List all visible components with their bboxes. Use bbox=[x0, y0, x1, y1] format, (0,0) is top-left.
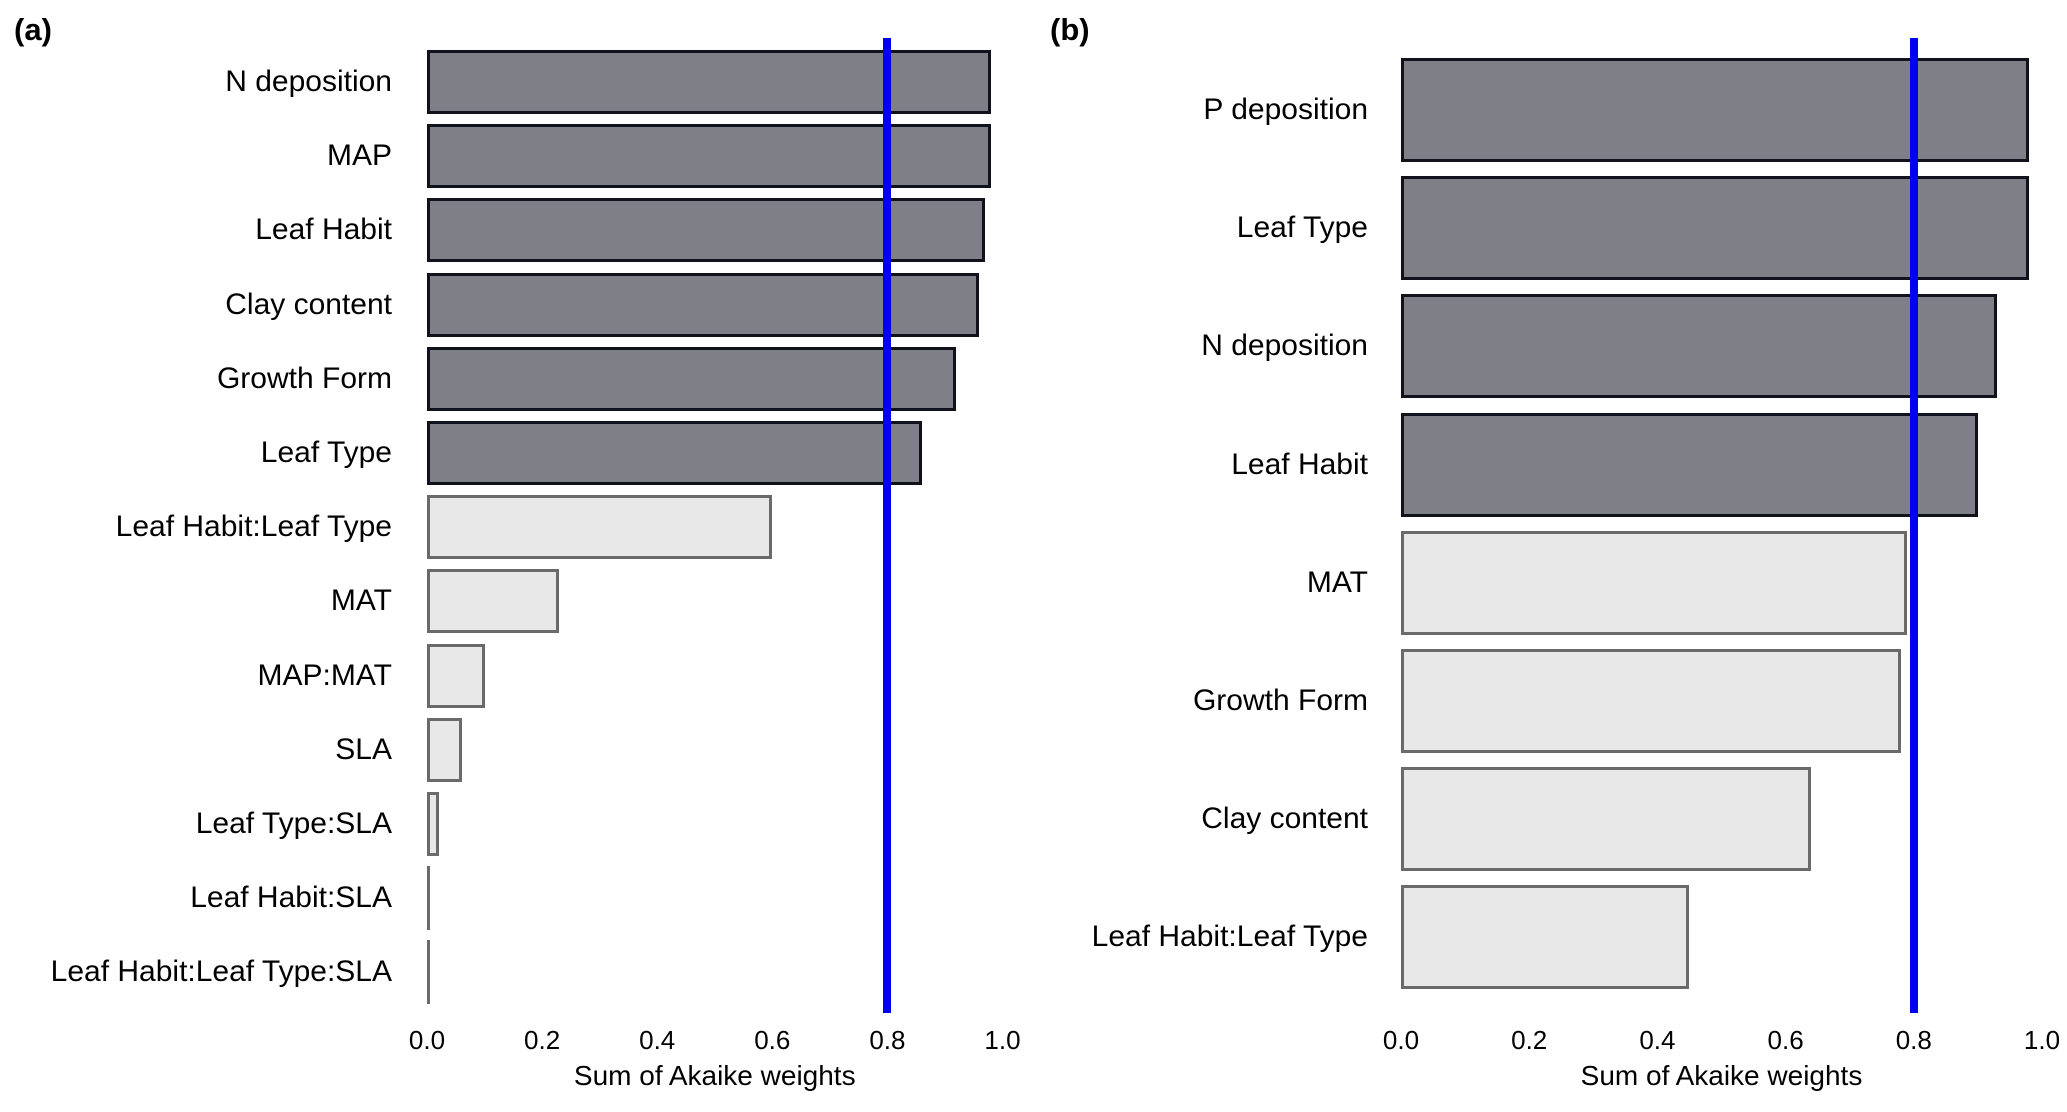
bar-a-5 bbox=[427, 346, 957, 411]
x-axis-title-b: Sum of Akaike weights bbox=[1580, 1060, 1863, 1091]
x-tick-b-1.0: 1.0 bbox=[2023, 1025, 2061, 1055]
x-tick-a-1.0: 1.0 bbox=[984, 1025, 1021, 1055]
category-label-a: Leaf Habit:Leaf Type bbox=[115, 510, 392, 544]
category-label-a: MAP:MAT bbox=[257, 658, 392, 692]
category-label-a: Leaf Type:SLA bbox=[195, 807, 392, 840]
category-label-a: Leaf Habit bbox=[255, 213, 392, 247]
x-tick-b-0.2: 0.2 bbox=[1511, 1025, 1548, 1055]
bar-a-2 bbox=[427, 124, 991, 189]
bar-a-9 bbox=[427, 643, 485, 708]
category-label-b: P deposition bbox=[1203, 93, 1368, 126]
category-label-a: Leaf Type bbox=[260, 436, 392, 469]
x-tick-a-0.2: 0.2 bbox=[524, 1025, 561, 1055]
bar-a-6 bbox=[427, 421, 922, 485]
bar-a-7 bbox=[427, 495, 773, 560]
bar-b-1 bbox=[1401, 58, 2030, 162]
panel-tag-b: (b) bbox=[1050, 12, 1090, 47]
category-label-a: MAT bbox=[330, 584, 392, 618]
bar-a-1 bbox=[427, 50, 991, 114]
category-label-b: Leaf Habit:Leaf Type bbox=[1091, 920, 1368, 954]
category-label-b: Leaf Type bbox=[1236, 211, 1368, 245]
category-label-b: Growth Form bbox=[1192, 684, 1368, 717]
x-tick-b-0.8: 0.8 bbox=[1895, 1025, 1932, 1055]
bar-b-4 bbox=[1401, 412, 1978, 517]
category-label-a: Growth Form bbox=[216, 361, 392, 395]
category-label-a: Leaf Habit:Leaf Type:SLA bbox=[50, 955, 392, 989]
bar-b-3 bbox=[1401, 294, 1998, 399]
x-tick-a-0.0: 0.0 bbox=[408, 1025, 446, 1055]
x-tick-b-0.0: 0.0 bbox=[1382, 1025, 1420, 1055]
bar-b-6 bbox=[1401, 649, 1901, 753]
category-label-a: Leaf Habit:SLA bbox=[190, 881, 392, 915]
category-label-b: Leaf Habit bbox=[1231, 447, 1368, 481]
bar-b-7 bbox=[1401, 767, 1812, 872]
category-label-a: SLA bbox=[335, 732, 392, 766]
x-tick-b-0.6: 0.6 bbox=[1767, 1025, 1804, 1055]
bar-a-11 bbox=[427, 792, 439, 856]
bar-a-10 bbox=[427, 717, 462, 782]
x-tick-a-0.4: 0.4 bbox=[639, 1025, 676, 1055]
category-label-a: MAP bbox=[326, 139, 392, 173]
bar-b-2 bbox=[1401, 176, 2030, 281]
threshold-line-b bbox=[1909, 38, 1918, 1013]
category-label-b: MAT bbox=[1306, 565, 1368, 599]
x-tick-a-0.6: 0.6 bbox=[754, 1025, 791, 1055]
category-label-a: Clay content bbox=[225, 287, 392, 321]
x-tick-a-0.8: 0.8 bbox=[869, 1025, 906, 1055]
bar-a-3 bbox=[427, 198, 986, 263]
x-axis-title-a: Sum of Akaike weights bbox=[573, 1060, 856, 1091]
bar-b-5 bbox=[1401, 530, 1908, 635]
bar-a-12 bbox=[427, 866, 430, 931]
category-label-a: N deposition bbox=[225, 65, 392, 98]
bar-a-4 bbox=[427, 272, 980, 337]
category-label-b: N deposition bbox=[1201, 329, 1368, 363]
bar-b-8 bbox=[1401, 885, 1690, 990]
panel-tag-a: (a) bbox=[14, 12, 52, 47]
x-tick-b-0.4: 0.4 bbox=[1639, 1025, 1676, 1055]
bar-a-8 bbox=[427, 569, 560, 634]
category-label-b: Clay content bbox=[1201, 802, 1368, 836]
bar-a-13 bbox=[427, 940, 430, 1005]
threshold-line-a bbox=[883, 38, 892, 1013]
